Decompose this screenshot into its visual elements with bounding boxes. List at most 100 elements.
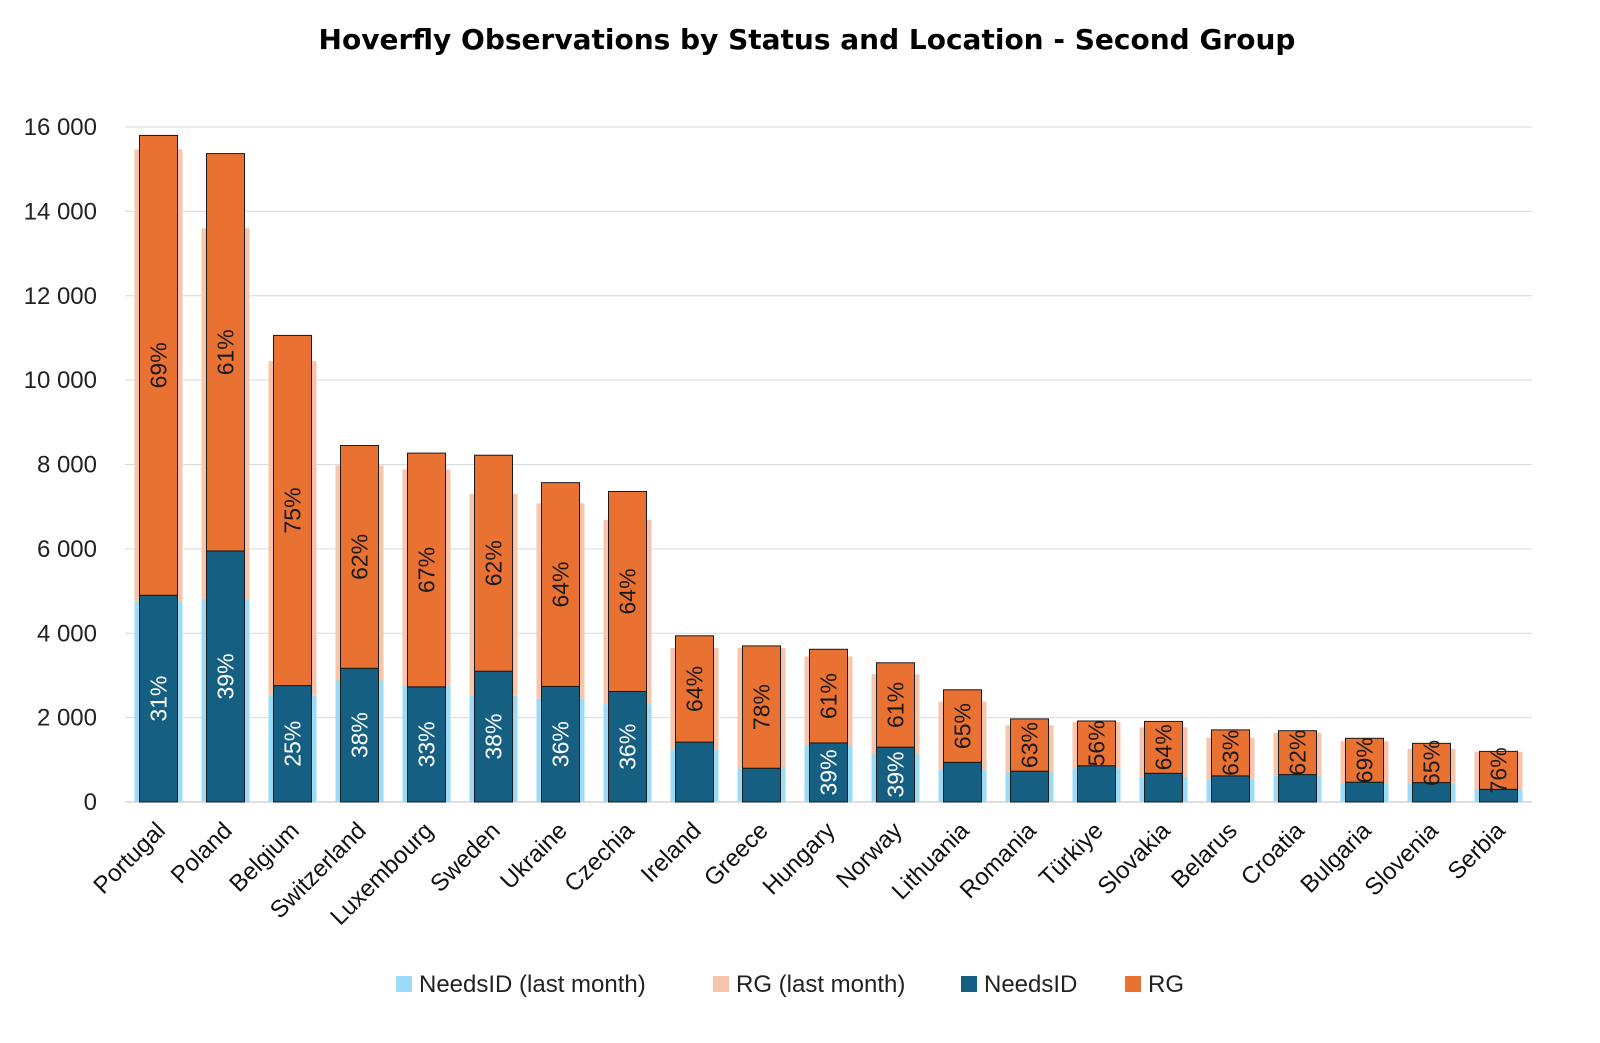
rg-percentage-label: 63% bbox=[1218, 730, 1244, 776]
bar-rg bbox=[139, 134, 178, 596]
needsid-percentage-label: 36% bbox=[615, 724, 641, 770]
bar-rg bbox=[608, 491, 647, 692]
rg-percentage-label: 61% bbox=[883, 682, 909, 728]
legend-swatch bbox=[713, 976, 729, 992]
rg-percentage-label: 62% bbox=[481, 540, 507, 586]
bar-needsid bbox=[1278, 774, 1317, 803]
x-tick-label: Ireland bbox=[636, 817, 707, 888]
bar-needsid bbox=[1144, 772, 1183, 803]
bar-rg bbox=[1010, 718, 1049, 772]
y-tick-label: 16 000 bbox=[24, 114, 97, 141]
bar-needsid bbox=[809, 742, 848, 803]
y-tick-label: 6 000 bbox=[37, 536, 97, 563]
rg-percentage-label: 64% bbox=[615, 568, 641, 614]
bar-rg bbox=[1077, 720, 1116, 767]
bar-rg bbox=[541, 482, 580, 687]
bar-rg bbox=[1211, 729, 1250, 777]
bar-needsid bbox=[139, 594, 178, 803]
bar-rg bbox=[675, 635, 714, 743]
bar-rg bbox=[1278, 730, 1317, 776]
rg-percentage-label: 69% bbox=[1352, 737, 1378, 783]
rg-percentage-label: 65% bbox=[950, 703, 976, 749]
needsid-percentage-label: 39% bbox=[213, 653, 239, 699]
rg-percentage-label: 62% bbox=[1285, 730, 1311, 776]
x-tick-label: Sweden bbox=[425, 817, 505, 897]
bar-needsid bbox=[407, 686, 446, 803]
x-tick-label: Portugal bbox=[88, 817, 170, 899]
x-tick-label: Ukraine bbox=[495, 817, 573, 895]
x-tick-label: Czechia bbox=[559, 817, 640, 898]
needsid-percentage-label: 25% bbox=[280, 721, 306, 767]
x-tick-label: Serbia bbox=[1443, 817, 1512, 886]
needsid-percentage-label: 38% bbox=[347, 712, 373, 758]
rg-percentage-label: 56% bbox=[1084, 720, 1110, 766]
bar-needsid bbox=[474, 670, 513, 803]
needsid-percentage-label: 38% bbox=[481, 714, 507, 760]
x-tick-label: Slovakia bbox=[1093, 817, 1177, 901]
x-axis: PortugalPolandBelgiumSwitzerlandLuxembou… bbox=[88, 817, 1511, 931]
bar-rg bbox=[1144, 720, 1183, 774]
rg-percentage-label: 69% bbox=[146, 342, 172, 388]
y-tick-label: 10 000 bbox=[24, 367, 97, 394]
bar-rg bbox=[1345, 737, 1384, 783]
x-tick-label: Slovenia bbox=[1360, 817, 1445, 902]
bar-rg bbox=[876, 662, 915, 748]
bar-needsid bbox=[541, 685, 580, 803]
rg-percentage-label: 65% bbox=[1419, 740, 1445, 786]
y-tick-label: 14 000 bbox=[24, 198, 97, 225]
rg-percentage-label: 67% bbox=[414, 547, 440, 593]
bar-needsid bbox=[675, 741, 714, 803]
legend-label: RG (last month) bbox=[736, 971, 905, 998]
bar-rg bbox=[809, 648, 848, 744]
legend-swatch bbox=[1125, 976, 1141, 992]
y-tick-label: 0 bbox=[84, 789, 97, 816]
legend-label: RG bbox=[1148, 971, 1184, 998]
bar-needsid bbox=[742, 767, 781, 803]
bar-rg bbox=[1412, 742, 1451, 784]
needsid-percentage-label: 39% bbox=[883, 752, 909, 798]
legend-swatch bbox=[961, 976, 977, 992]
percentage-labels: 69% 31% 61% 39% 75% 25% 62% 38% 67% 33% 62% 38% 64% 3… bbox=[146, 329, 1512, 797]
bar-needsid bbox=[1077, 765, 1116, 803]
bar-rg bbox=[206, 153, 245, 552]
legend-label: NeedsID (last month) bbox=[419, 971, 646, 998]
bar-needsid bbox=[608, 690, 647, 803]
rg-percentage-label: 64% bbox=[682, 666, 708, 712]
needsid-percentage-label: 39% bbox=[816, 749, 842, 795]
bar-rg bbox=[742, 645, 781, 769]
bar-needsid bbox=[943, 761, 982, 803]
bar-rg bbox=[340, 445, 379, 669]
rg-percentage-label: 62% bbox=[347, 534, 373, 580]
bar-needsid bbox=[1345, 781, 1384, 803]
x-tick-label: Belarus bbox=[1166, 817, 1243, 894]
bar-rg bbox=[474, 454, 513, 672]
y-tick-label: 2 000 bbox=[37, 705, 97, 732]
bar-needsid bbox=[1010, 770, 1049, 803]
y-axis: 0 2 000 4 000 6 000 8 000 10 000 12 000 14 000 1… bbox=[24, 114, 97, 816]
needsid-percentage-label: 31% bbox=[146, 676, 172, 722]
rg-percentage-label: 64% bbox=[1151, 724, 1177, 770]
legend-swatch bbox=[396, 976, 412, 992]
rg-percentage-label: 64% bbox=[548, 562, 574, 608]
needsid-percentage-label: 36% bbox=[548, 721, 574, 767]
rg-percentage-label: 78% bbox=[749, 684, 775, 730]
bar-needsid bbox=[340, 667, 379, 803]
bars bbox=[134, 134, 1523, 803]
needsid-percentage-label: 33% bbox=[414, 721, 440, 767]
bar-needsid bbox=[273, 685, 312, 803]
legend: NeedsID (last month) RG (last month) Needs… bbox=[396, 971, 1184, 998]
bar-rg bbox=[1479, 750, 1518, 790]
y-tick-label: 4 000 bbox=[37, 620, 97, 647]
bar-needsid bbox=[1211, 775, 1250, 803]
rg-percentage-label: 61% bbox=[816, 673, 842, 719]
rg-percentage-label: 63% bbox=[1017, 722, 1043, 768]
y-tick-label: 8 000 bbox=[37, 452, 97, 479]
legend-label: NeedsID bbox=[984, 971, 1077, 998]
chart-title: Hoverfly Observations by Status and Loca… bbox=[319, 23, 1296, 56]
rg-percentage-label: 61% bbox=[213, 329, 239, 375]
y-tick-label: 12 000 bbox=[24, 283, 97, 310]
bar-rg bbox=[943, 689, 982, 763]
rg-percentage-label: 75% bbox=[280, 487, 306, 533]
rg-percentage-label: 76% bbox=[1486, 747, 1512, 793]
